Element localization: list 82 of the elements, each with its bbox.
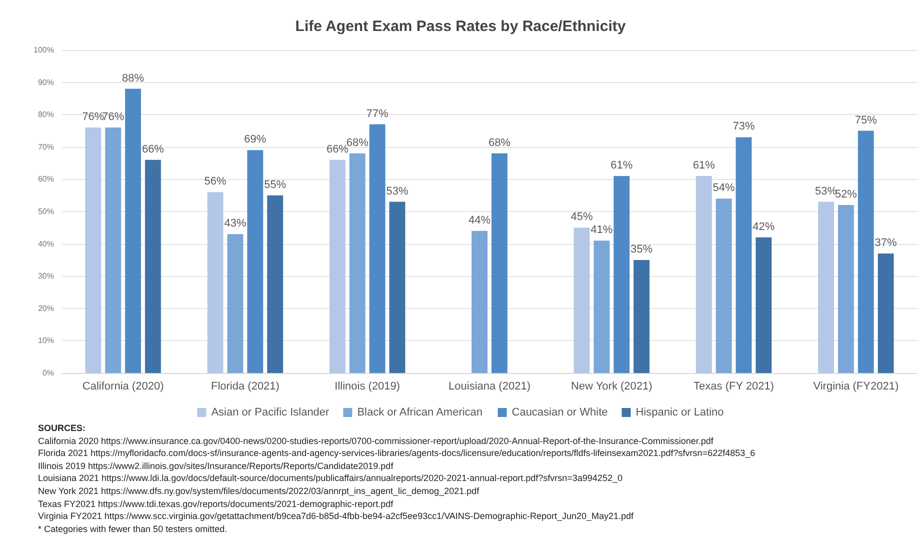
text: Virginia FY2021 https://www.scc.virginia.gov/getattachment/b9cea7d6-b85d-4fbb-be94-a2cf5ee93cc1/VAINS-Demographic-Report_Jun20_May21.pdf <box>38 510 635 523</box>
data-label: 68% <box>488 136 511 149</box>
data-label: 76% <box>102 111 124 124</box>
bar <box>247 150 264 373</box>
y-tick-label: 60% <box>38 174 54 184</box>
data-label: 52% <box>834 188 858 201</box>
y-tick-label: 50% <box>38 207 54 216</box>
bar <box>756 237 772 373</box>
bar <box>472 230 488 373</box>
data-label: 56% <box>204 176 227 188</box>
text: Louisiana 2021 https://www.ldi.la.gov/docs/default-source/documents/publicaffairs/annualreports/2020-2021-annual-report.pdf?sfvrsn=3a994252_0 <box>38 472 624 485</box>
data-label: 55% <box>264 178 286 191</box>
x-tick-label: Louisiana (2021) <box>448 380 530 392</box>
bar <box>696 176 712 373</box>
y-tick-label: 100% <box>34 46 54 54</box>
text: Texas FY2021 https://www.tdi.texas.gov/reports/documents/2021-demographic-report.pdf <box>38 498 394 510</box>
bar <box>105 128 122 373</box>
y-tick-label: 40% <box>38 239 54 248</box>
bar <box>574 228 590 373</box>
y-tick-label: 20% <box>38 304 54 313</box>
data-label: 54% <box>712 182 736 194</box>
x-tick-label: Texas (FY 2021) <box>694 380 774 392</box>
data-label: 88% <box>122 72 144 84</box>
x-tick-label: Florida (2021) <box>210 380 280 392</box>
bar <box>491 153 508 373</box>
legend-label: Asian or Pacific Islander <box>211 406 330 418</box>
data-label: 37% <box>874 236 898 249</box>
data-label: 43% <box>224 218 246 230</box>
y-tick-label: 70% <box>38 142 54 152</box>
bar <box>207 192 224 373</box>
data-label: 76% <box>82 111 104 124</box>
x-tick-label: Illinois (2019) <box>334 380 400 392</box>
text: Florida 2021 https://myfloridacfo.com/docs-sf/insurance-agents-and-agency-services-libraries/agents-docs/licensure/education/reports/fldfs-lifeinsexam2021.pdf?sfvrsn=622f4853_6 <box>38 447 756 460</box>
data-label: 69% <box>244 134 266 146</box>
bar <box>614 176 630 373</box>
data-label: 66% <box>142 143 164 156</box>
data-label: 61% <box>692 159 716 172</box>
bar <box>227 234 244 373</box>
data-label: 45% <box>570 211 593 224</box>
text: Illinois 2019 https://www2.illinois.gov/sites/Insurance/Reports/Reports/Candidate2019.pdf <box>38 460 394 472</box>
x-tick-label: Virginia (FY2021) <box>813 380 899 392</box>
bar <box>85 128 102 373</box>
y-tick-label: 80% <box>38 110 54 120</box>
data-label: 41% <box>590 224 613 236</box>
x-tick-label: New York (2021) <box>570 380 652 392</box>
bar <box>125 88 142 373</box>
bar <box>594 240 610 373</box>
bar <box>736 137 752 373</box>
data-label: 68% <box>346 136 369 149</box>
y-tick-label: 0% <box>42 368 54 378</box>
bar <box>634 260 650 373</box>
data-label: 42% <box>752 220 775 233</box>
y-tick-label: 90% <box>38 78 54 87</box>
bar <box>329 160 346 373</box>
bar <box>818 202 834 373</box>
legend-label: Caucasian or White <box>512 406 608 418</box>
bar <box>389 202 406 373</box>
legend-label: Hispanic or Latino <box>636 406 724 418</box>
bar <box>716 198 732 373</box>
data-label: 77% <box>366 108 389 120</box>
legend-label: Black or African American <box>357 406 483 418</box>
y-tick-label: 10% <box>38 336 54 346</box>
bar <box>369 124 386 373</box>
bar <box>144 160 161 373</box>
bar <box>878 253 894 373</box>
data-label: 35% <box>630 243 653 256</box>
bar <box>838 205 854 373</box>
data-label: 61% <box>610 159 633 172</box>
bar <box>349 153 366 373</box>
text: California 2020 https://www.insurance.ca.gov/0400-news/0200-studies-reports/0700-commissioner-report/upload/2020-Annual-Report-of-the-Insurance-Commissioner.pdf <box>38 434 714 448</box>
data-label: 73% <box>732 120 755 133</box>
data-label: 53% <box>386 185 408 198</box>
text: New York 2021 https://www.dfs.ny.gov/system/files/documents/2022/03/annrpt_ins_agent_lic_demog_2021.pdf <box>38 484 480 498</box>
bar <box>267 195 284 373</box>
data-label: 44% <box>468 214 491 226</box>
text: * Categories with fewer than 50 testers omitted. <box>38 522 228 536</box>
data-label: 75% <box>854 114 878 126</box>
source-note: SOURCES: <box>38 422 87 435</box>
bar <box>858 130 874 373</box>
y-tick-label: 30% <box>38 272 54 281</box>
chart-title: Life Agent Exam Pass Rates by Race/Ethnicity <box>295 18 626 35</box>
x-tick-label: California (2020) <box>82 380 164 392</box>
